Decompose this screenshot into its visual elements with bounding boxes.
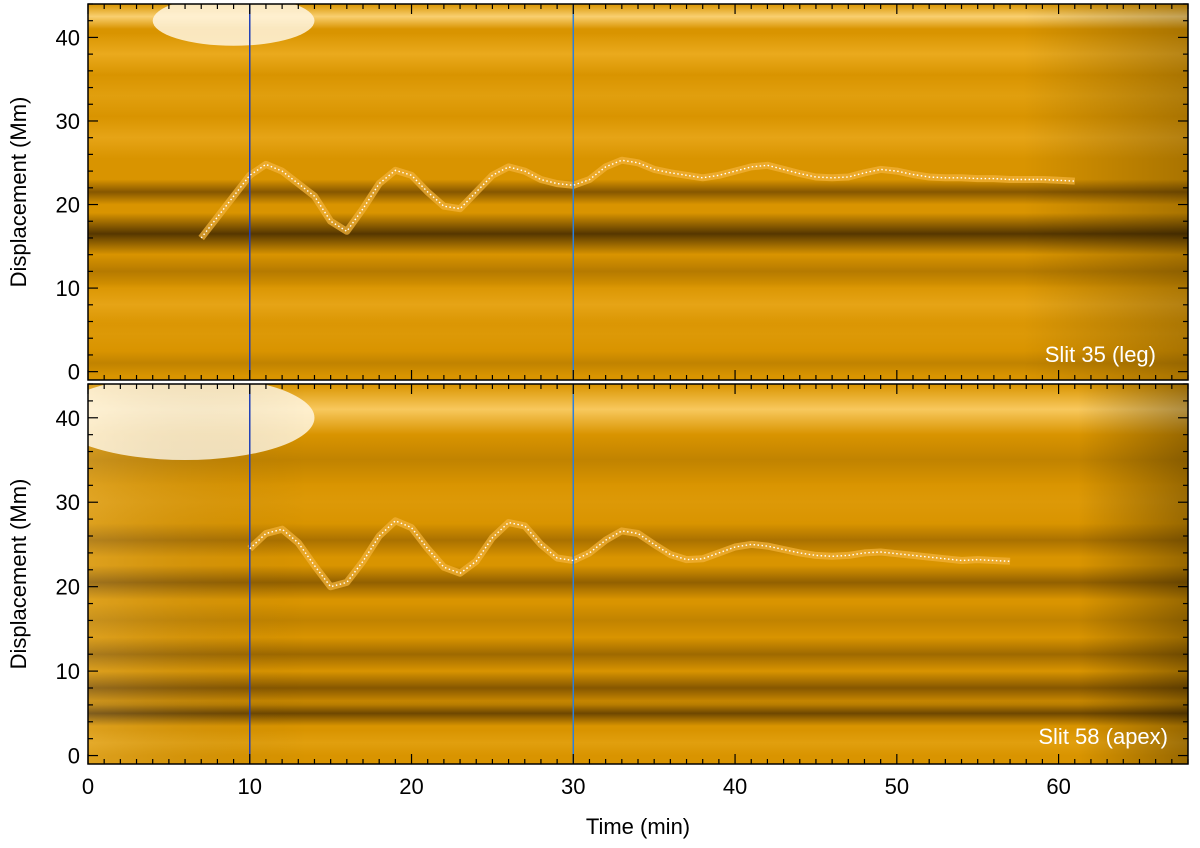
heatmap-image-bottom [88,384,1188,764]
oscillation-track-top [200,159,1075,239]
ticks-bottom [87,383,1189,764]
panel-annotation-top: Slit 35 (leg) [1045,342,1156,367]
x-tick-label: 0 [82,774,94,799]
heatmap-image-top [88,4,1188,380]
y-tick-label: 10 [56,276,80,301]
y-tick-label: 30 [56,490,80,515]
ticks-top [87,3,1189,380]
y-tick-label: 40 [56,25,80,50]
edge-shade-bottom [88,384,1188,764]
x-tick-label: 40 [723,774,747,799]
y-tick-label: 0 [68,744,80,769]
x-tick-label: 50 [885,774,909,799]
panel-annotation-bottom: Slit 58 (apex) [1038,724,1168,749]
oscillation-ridge-bottom [247,517,1011,591]
y-tick-label: 20 [56,193,80,218]
y-tick-labels-top: 0 10 20 30 40 [56,25,80,384]
y-tick-labels-bottom: 0 10 20 30 40 [56,406,80,769]
vertical-lines-top [249,4,575,380]
y-tick-label: 0 [68,360,80,385]
y-axis-label-top: Displacement (Mm) [6,97,31,288]
edge-shade-top [88,4,1188,380]
x-axis-label: Time (min) [586,814,690,839]
panel-bottom: 0 10 20 30 40 0 10 20 30 40 50 60 Displacement (Mm… [6,383,1189,839]
x-tick-label: 60 [1046,774,1070,799]
y-axis-label-bottom: Displacement (Mm) [6,479,31,670]
y-tick-label: 20 [56,575,80,600]
y-tick-label: 30 [56,109,80,134]
x-tick-label: 10 [238,774,262,799]
vertical-lines-bottom [249,384,575,764]
panel-top: 0 10 20 30 40 Displacement (Mm) Slit 35 (leg… [6,3,1189,385]
x-tick-label: 20 [399,774,423,799]
y-tick-label: 40 [56,406,80,431]
x-tick-labels: 0 10 20 30 40 50 60 [82,774,1071,799]
x-tick-label: 30 [561,774,585,799]
y-tick-label: 10 [56,659,80,684]
